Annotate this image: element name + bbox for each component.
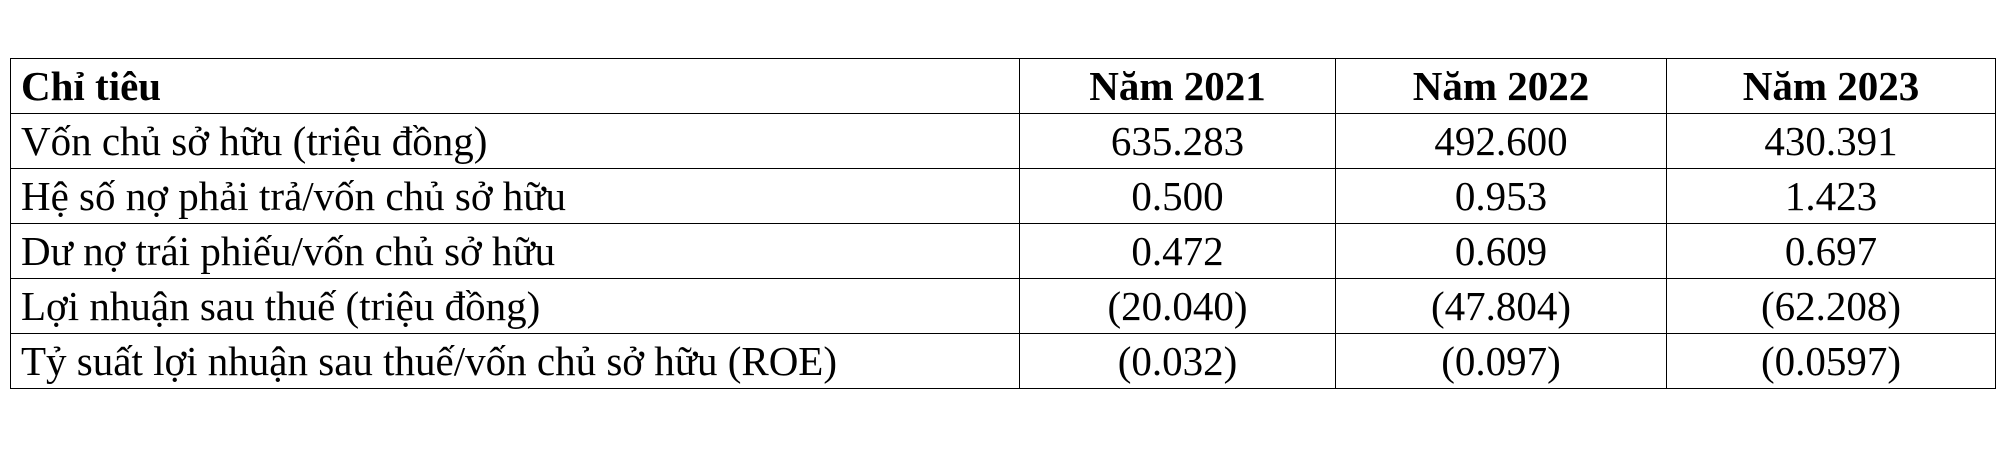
cell-value: 492.600 bbox=[1335, 113, 1667, 169]
table-row: Hệ số nợ phải trả/vốn chủ sở hữu 0.500 0.9… bbox=[10, 168, 1996, 224]
cell-value: 635.283 bbox=[1019, 113, 1336, 169]
table-row: Dư nợ trái phiếu/vốn chủ sở hữu 0.472 0.60… bbox=[10, 223, 1996, 279]
cell-value: 0.697 bbox=[1666, 223, 1996, 279]
header-cell: Năm 2022 bbox=[1335, 58, 1667, 114]
cell-value: (0.0597) bbox=[1666, 333, 1996, 389]
header-cell: Chỉ tiêu bbox=[10, 58, 1020, 114]
header-cell: Năm 2021 bbox=[1019, 58, 1336, 114]
cell-value: 1.423 bbox=[1666, 168, 1996, 224]
cell-value: 430.391 bbox=[1666, 113, 1996, 169]
cell-value: 0.609 bbox=[1335, 223, 1667, 279]
cell-value: (47.804) bbox=[1335, 278, 1667, 334]
table-body: Vốn chủ sở hữu (triệu đồng) 635.283 492.60… bbox=[10, 113, 1996, 389]
cell-value: 0.472 bbox=[1019, 223, 1336, 279]
cell-value: (20.040) bbox=[1019, 278, 1336, 334]
table-row: Lợi nhuận sau thuế (triệu đồng) (20.040)(… bbox=[10, 278, 1996, 334]
row-label: Dư nợ trái phiếu/vốn chủ sở hữu bbox=[10, 223, 1020, 279]
cell-value: 0.500 bbox=[1019, 168, 1336, 224]
row-label: Tỷ suất lợi nhuận sau thuế/vốn chủ sở hữ… bbox=[10, 333, 1020, 389]
table-row: Vốn chủ sở hữu (triệu đồng) 635.283 492.60… bbox=[10, 113, 1996, 169]
data-table: Chỉ tiêu Năm 2021 Năm 2022 Năm 2023 Vốn chủ… bbox=[10, 58, 1996, 389]
row-label: Hệ số nợ phải trả/vốn chủ sở hữu bbox=[10, 168, 1020, 224]
row-label: Vốn chủ sở hữu (triệu đồng) bbox=[10, 113, 1020, 169]
cell-value: (62.208) bbox=[1666, 278, 1996, 334]
header-row: Chỉ tiêu Năm 2021 Năm 2022 Năm 2023 bbox=[10, 58, 1996, 114]
table-row: Tỷ suất lợi nhuận sau thuế/vốn chủ sở hữ… bbox=[10, 333, 1996, 389]
cell-value: (0.097) bbox=[1335, 333, 1667, 389]
row-label: Lợi nhuận sau thuế (triệu đồng) bbox=[10, 278, 1020, 334]
header-cell: Năm 2023 bbox=[1666, 58, 1996, 114]
cell-value: (0.032) bbox=[1019, 333, 1336, 389]
cell-value: 0.953 bbox=[1335, 168, 1667, 224]
